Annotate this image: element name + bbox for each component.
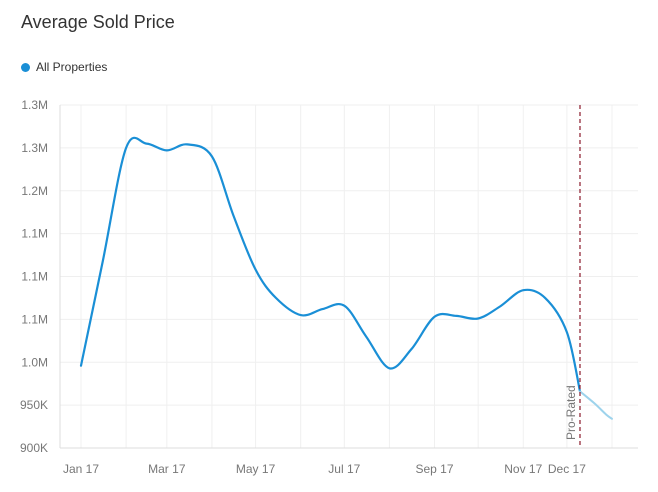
y-tick-label: 1.2M <box>21 184 48 198</box>
annotations: Pro-Rated <box>564 105 581 448</box>
y-tick-label: 950K <box>20 398 48 412</box>
y-tick-label: 1.0M <box>21 355 48 369</box>
x-tick-label: Dec 17 <box>548 462 586 476</box>
projected-series-line <box>579 390 613 420</box>
chart-title: Average Sold Price <box>21 12 175 32</box>
legend-label: All Properties <box>36 60 108 74</box>
x-tick-label: Jul 17 <box>328 462 360 476</box>
y-tick-label: 1.1M <box>21 312 48 326</box>
series-lines <box>79 136 613 420</box>
legend[interactable]: All Properties <box>21 60 107 74</box>
x-tick-label: Nov 17 <box>504 462 542 476</box>
y-tick-label: 1.3M <box>21 98 48 112</box>
pro-rated-label: Pro-Rated <box>564 385 578 440</box>
x-tick-label: May 17 <box>236 462 276 476</box>
y-tick-label: 1.1M <box>21 227 48 241</box>
y-gridlines <box>60 104 638 449</box>
legend-dot-icon <box>21 62 30 72</box>
x-tick-label: Mar 17 <box>148 462 186 476</box>
x-tick-labels: Jan 17 Mar 17 May 17 Jul 17 Sep 17 Nov 17 Dec … <box>63 462 586 476</box>
y-tick-label: 1.1M <box>21 270 48 284</box>
series-line <box>79 136 582 393</box>
y-tick-label: 1.3M <box>21 141 48 155</box>
x-tick-label: Sep 17 <box>415 462 453 476</box>
y-tick-labels: 900K 950K 1.0M 1.1M 1.1M 1.1M 1.2M 1.3M 1.3M <box>20 98 48 455</box>
y-tick-label: 900K <box>20 441 48 455</box>
x-tick-label: Jan 17 <box>63 462 99 476</box>
